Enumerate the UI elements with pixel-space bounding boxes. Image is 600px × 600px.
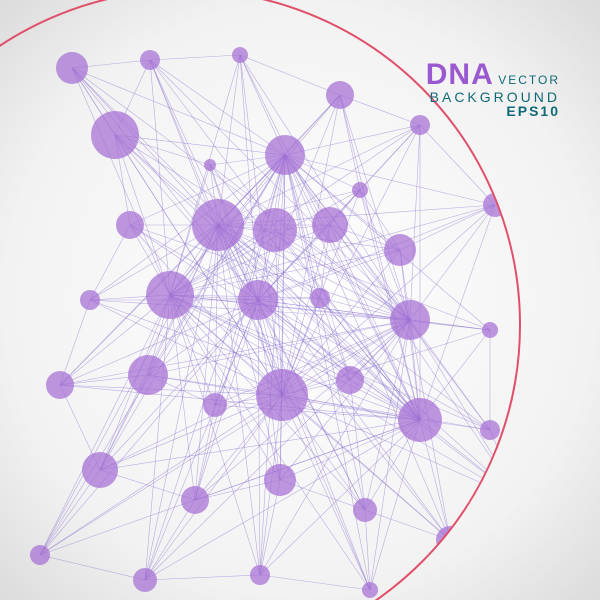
- title-sub: VECTOR: [498, 73, 560, 87]
- network-node: [410, 115, 430, 135]
- network-node: [310, 288, 330, 308]
- network-node: [140, 50, 160, 70]
- title-background: BACKGROUND: [426, 90, 560, 104]
- title-block: DNA VECTOR BACKGROUND EPS10: [426, 60, 560, 118]
- network-node: [192, 199, 244, 251]
- network-node: [390, 300, 430, 340]
- dna-network-diagram: DNA VECTOR BACKGROUND EPS10: [0, 0, 600, 600]
- network-node: [398, 398, 442, 442]
- network-node: [46, 371, 74, 399]
- network-node: [256, 369, 308, 421]
- network-node: [133, 568, 157, 592]
- network-node: [482, 322, 498, 338]
- network-node: [336, 366, 364, 394]
- network-node: [232, 47, 248, 63]
- title-main: DNA: [426, 58, 494, 91]
- network-node: [326, 81, 354, 109]
- network-node: [204, 159, 216, 171]
- network-node: [250, 565, 270, 585]
- network-node: [353, 498, 377, 522]
- network-node: [203, 393, 227, 417]
- network-node: [480, 420, 500, 440]
- network-node: [264, 464, 296, 496]
- network-node: [116, 211, 144, 239]
- network-node: [253, 208, 297, 252]
- network-node: [352, 182, 368, 198]
- network-node: [265, 135, 305, 175]
- network-node: [312, 207, 348, 243]
- network-node: [91, 111, 139, 159]
- network-node: [128, 355, 168, 395]
- network-node: [56, 52, 88, 84]
- title-eps: EPS10: [426, 104, 560, 118]
- network-node: [82, 452, 118, 488]
- network-node: [80, 290, 100, 310]
- network-node: [146, 271, 194, 319]
- network-node: [181, 486, 209, 514]
- network-node: [384, 234, 416, 266]
- network-node: [30, 545, 50, 565]
- network-node: [362, 582, 378, 598]
- network-node: [238, 280, 278, 320]
